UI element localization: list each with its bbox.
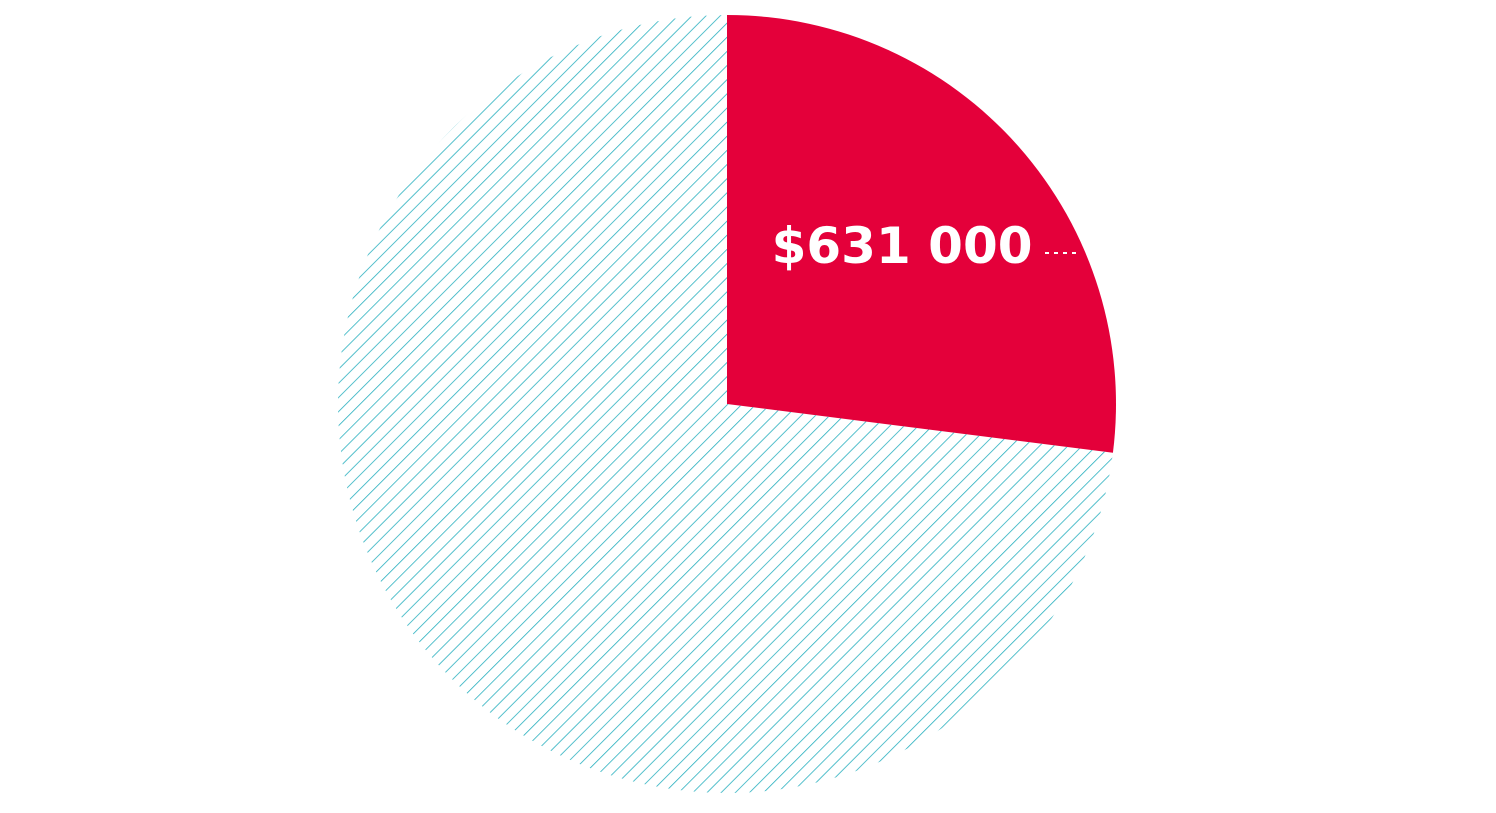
pie-slice <box>337 15 1113 794</box>
pie-slice <box>727 15 1116 453</box>
value-label: $631 000 <box>772 217 1033 275</box>
